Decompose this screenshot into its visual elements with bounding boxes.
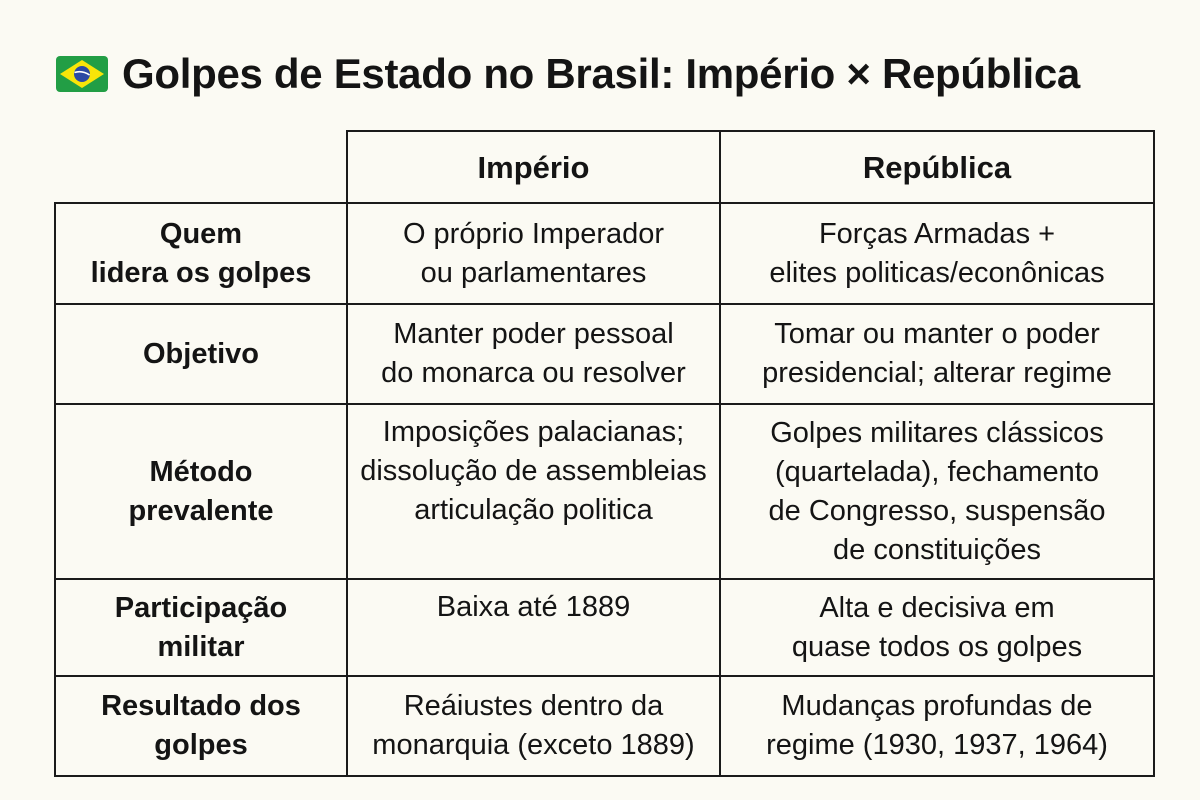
cell-republica-resultado: Mudanças profundas de regime (1930, 1937… [721, 677, 1155, 777]
column-header-republica: República [721, 130, 1155, 204]
cell-imperio-metodo: Imposições palacianas; dissolução de ass… [348, 405, 721, 580]
cell-imperio-resultado: Reáiustes dentro da monarquia (exceto 18… [348, 677, 721, 777]
row-label-resultado: Resultado dos golpes [54, 677, 348, 777]
row-label-participacao: Participação militar [54, 580, 348, 677]
page-title: Golpes de Estado no Brasil: Império × Re… [122, 50, 1080, 97]
cell-imperio-quem-lidera: O próprio Imperador ou parlamentares [348, 204, 721, 305]
column-header-imperio: Império [348, 130, 721, 204]
title-row: Golpes de Estado no Brasil: Império × Re… [56, 44, 1080, 104]
cell-republica-metodo: Golpes militares clássicos (quartelada),… [721, 405, 1155, 580]
table-corner-empty [54, 130, 348, 204]
cell-republica-quem-lidera: Forças Armadas + elites politicas/econôn… [721, 204, 1155, 305]
row-label-quem-lidera: Quem lidera os golpes [54, 204, 348, 305]
cell-republica-participacao: Alta e decisiva em quase todos os golpes [721, 580, 1155, 677]
row-label-metodo: Método prevalente [54, 405, 348, 580]
row-label-objetivo: Objetivo [54, 305, 348, 405]
cell-imperio-participacao: Baixa até 1889 [348, 580, 721, 677]
comparison-table: Império República Quem lidera os golpes … [54, 130, 1155, 777]
brazil-flag-icon [56, 56, 108, 92]
cell-republica-objetivo: Tomar ou manter o poder presidencial; al… [721, 305, 1155, 405]
cell-imperio-objetivo: Manter poder pessoal do monarca ou resol… [348, 305, 721, 405]
